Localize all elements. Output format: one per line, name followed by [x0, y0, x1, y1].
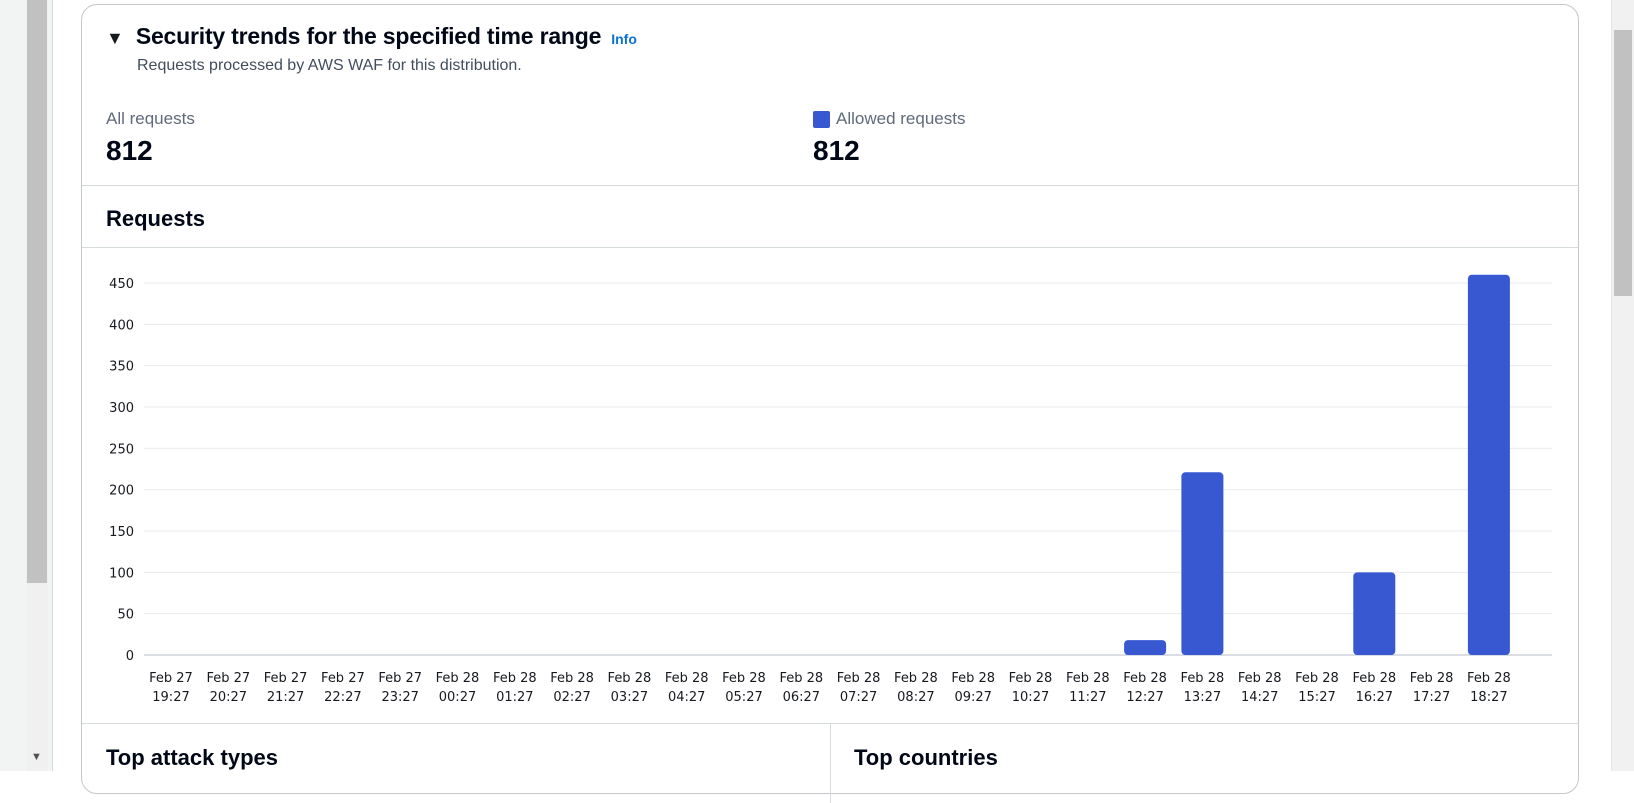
y-tick-label: 400	[109, 318, 134, 333]
divider	[82, 185, 1578, 186]
x-tick-label: 04:27	[668, 690, 705, 705]
x-tick-label: Feb 27	[149, 671, 193, 686]
x-tick-label: Feb 28	[837, 671, 881, 686]
y-tick-label: 150	[109, 525, 134, 540]
requests-section-title: Requests	[106, 206, 206, 231]
divider	[830, 723, 831, 803]
x-tick-label: 09:27	[954, 690, 991, 705]
y-tick-label: 300	[109, 401, 134, 416]
x-tick-label: Feb 27	[321, 671, 365, 686]
x-tick-label: Feb 28	[1238, 671, 1282, 686]
metric-label: All requests	[106, 109, 195, 128]
y-tick-label: 450	[109, 277, 134, 292]
metric-value: 812	[106, 135, 153, 166]
requests-bar-chart: 0 50 100 150 200 250 300 350 400 450 Feb 27 19:27 Fe…	[109, 274, 1552, 705]
x-tick-label: 22:27	[324, 690, 361, 705]
top-attack-types-title: Top attack types	[106, 745, 278, 770]
x-tick-label: Feb 28	[1410, 671, 1454, 686]
x-tick-label: 05:27	[725, 690, 762, 705]
x-tick-label: Feb 28	[1181, 671, 1225, 686]
x-tick-label: Feb 28	[665, 671, 709, 686]
x-tick-label: Feb 27	[206, 671, 250, 686]
x-tick-label: Feb 28	[608, 671, 652, 686]
metric-allowed-requests: Allowed requests 812	[813, 109, 965, 167]
panel-title[interactable]: Security trends for the specified time r…	[135, 23, 602, 49]
bar	[1353, 572, 1396, 655]
top-countries-title: Top countries	[854, 745, 998, 770]
panel-header: ▼ Security trends for the specified time…	[106, 23, 637, 50]
info-link[interactable]: Info	[611, 31, 637, 47]
x-tick-label: Feb 28	[951, 671, 995, 686]
x-tick-label: Feb 27	[378, 671, 422, 686]
bar	[1181, 472, 1224, 655]
x-tick-label: Feb 28	[1009, 671, 1053, 686]
y-tick-label: 100	[109, 566, 134, 581]
y-tick-label: 350	[109, 360, 134, 375]
y-tick-label: 50	[117, 608, 134, 623]
x-tick-label: 01:27	[496, 690, 533, 705]
x-tick-label: 06:27	[783, 690, 820, 705]
metric-value: 812	[813, 135, 860, 166]
x-tick-label: Feb 28	[1295, 671, 1339, 686]
side-scrollbar-thumb[interactable]	[27, 0, 47, 583]
x-tick-label: 03:27	[611, 690, 648, 705]
x-tick-label: 18:27	[1470, 690, 1507, 705]
y-tick-label: 250	[109, 442, 134, 457]
x-tick-label: Feb 28	[493, 671, 537, 686]
x-tick-label: Feb 28	[436, 671, 480, 686]
x-tick-label: Feb 28	[894, 671, 938, 686]
x-tick-label: Feb 28	[1123, 671, 1167, 686]
x-tick-label: 10:27	[1012, 690, 1049, 705]
x-tick-label: 14:27	[1241, 690, 1278, 705]
bar	[1124, 640, 1167, 655]
scroll-down-arrow-icon[interactable]: ▼	[31, 751, 42, 763]
x-tick-label: 00:27	[439, 690, 476, 705]
panel-subtitle: Requests processed by AWS WAF for this d…	[137, 57, 522, 74]
x-tick-label: 23:27	[381, 690, 418, 705]
x-tick-label: Feb 28	[779, 671, 823, 686]
x-tick-label: 16:27	[1356, 690, 1393, 705]
allowed-legend-swatch	[813, 110, 830, 128]
bar	[1467, 274, 1510, 655]
divider	[82, 247, 1578, 248]
x-tick-label: 02:27	[553, 690, 590, 705]
x-tick-label: Feb 28	[1066, 671, 1110, 686]
x-tick-label: 20:27	[210, 690, 247, 705]
x-tick-label: 13:27	[1184, 690, 1221, 705]
y-tick-label: 200	[109, 484, 134, 499]
metric-label: Allowed requests	[836, 109, 966, 128]
x-tick-label: Feb 28	[722, 671, 766, 686]
x-tick-label: 21:27	[267, 690, 304, 705]
x-tick-label: 15:27	[1298, 690, 1335, 705]
x-tick-label: 17:27	[1413, 690, 1450, 705]
x-tick-label: Feb 27	[264, 671, 308, 686]
x-tick-label: Feb 28	[1352, 671, 1396, 686]
y-tick-label: 0	[126, 649, 134, 664]
collapse-caret-icon[interactable]: ▼	[106, 28, 124, 48]
x-tick-label: 12:27	[1126, 690, 1163, 705]
x-tick-label: Feb 28	[550, 671, 594, 686]
page-scrollbar-thumb[interactable]	[1614, 30, 1632, 296]
x-tick-label: Feb 28	[1467, 671, 1511, 686]
x-tick-label: 11:27	[1069, 690, 1106, 705]
x-tick-label: 08:27	[897, 690, 934, 705]
metric-all-requests: All requests 812	[106, 109, 195, 167]
x-tick-label: 19:27	[152, 690, 189, 705]
security-trends-panel: ▼ Security trends for the specified time…	[81, 4, 1579, 803]
x-tick-label: 07:27	[840, 690, 877, 705]
